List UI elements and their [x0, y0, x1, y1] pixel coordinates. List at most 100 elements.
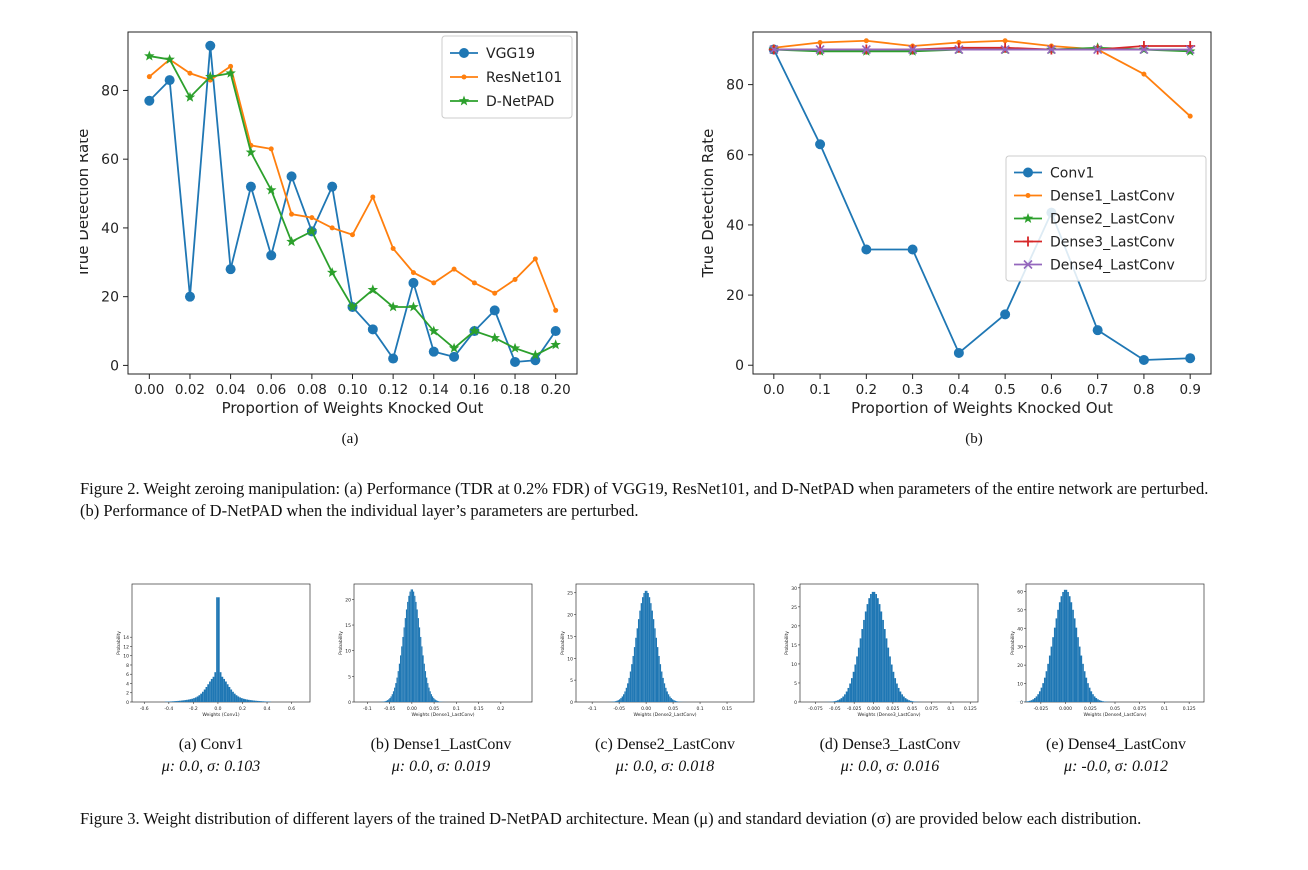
x-axis-label: Weights (Dense1_LastConv): [411, 712, 474, 718]
hist-bar: [210, 678, 213, 702]
figure3b-stats: μ: 0.0, σ: 0.019: [391, 758, 491, 775]
hist-bar: [427, 683, 429, 702]
hist-bar: [1103, 701, 1106, 702]
data-point-VGG19: [510, 356, 521, 367]
hist-bar: [911, 701, 914, 702]
hist-bar: [431, 696, 434, 702]
hist-bar: [637, 619, 640, 702]
data-point-ResNet101: [289, 211, 295, 217]
x-tick-label: 0.00: [641, 706, 651, 712]
hist-bar: [1088, 687, 1091, 702]
y-tick-label: 20: [791, 624, 797, 630]
hist-bar: [237, 696, 240, 702]
hist-bar: [249, 700, 252, 702]
hist-bar: [191, 698, 194, 702]
y-tick-label: 5: [794, 681, 797, 687]
hist-bar: [415, 601, 417, 702]
hist-bar: [411, 589, 414, 702]
y-tick-label: 40: [726, 218, 744, 234]
hist-bar: [1058, 602, 1061, 702]
x-tick-label: 0.000: [1059, 706, 1072, 712]
hist-bar: [1062, 591, 1064, 702]
x-tick-label: -0.1: [363, 706, 372, 712]
y-tick-label: 20: [726, 288, 744, 304]
hist-bar: [395, 683, 397, 702]
hist-bar: [226, 684, 229, 702]
hist-bar: [219, 672, 222, 702]
hist-bar: [1065, 589, 1068, 702]
y-tick-label: 25: [791, 605, 797, 611]
y-tick-label: 50: [1017, 608, 1023, 614]
hist-bar: [404, 618, 406, 702]
legend-marker: [1025, 193, 1031, 198]
x-tick-label: -0.025: [1034, 706, 1049, 712]
x-tick-label: 0.4: [948, 382, 969, 398]
y-axis-label: Probability: [784, 631, 790, 655]
hist-bar: [840, 698, 843, 702]
hist-bar: [887, 647, 890, 702]
x-tick-label: 0.1: [696, 706, 703, 712]
y-tick-label: 0: [735, 358, 744, 374]
hist-bar: [673, 700, 675, 702]
hist-bar: [436, 700, 438, 702]
data-point-Dense4_LastConv: [861, 44, 871, 55]
hist-bar: [413, 591, 415, 702]
data-point-ResNet101: [350, 232, 355, 238]
data-point-D-NetPAD: [408, 301, 419, 312]
x-tick-label: 0.00: [407, 706, 417, 712]
hist-bar: [902, 696, 905, 702]
figure2b-line-chart: 0 20 40 60 80 0.0 0.1 0.2 0.3 0.4 0.5 0.6 0.7 0.8 0.9 P…: [700, 31, 1212, 417]
y-tick-label: 60: [726, 148, 744, 164]
hist-bar: [1035, 696, 1038, 702]
hist-bar: [428, 687, 430, 702]
figure3-caption: Figure 3. Weight distribution of differe…: [80, 808, 1230, 830]
hist-bar: [1073, 618, 1076, 702]
x-tick-label: -0.05: [829, 706, 841, 712]
hist-bar: [233, 693, 236, 702]
hist-bar: [423, 663, 425, 702]
hist-bar: [1078, 646, 1081, 702]
x-tick-label: 0.3: [902, 382, 923, 398]
y-axis-label: True Detection Rate: [700, 129, 717, 279]
x-tick-label: 0.125: [964, 706, 977, 712]
figure3a-caption: (a) Conv1 μ: 0.0, σ: 0.103: [111, 734, 311, 778]
figure3c-label: (c) Dense2_LastConv: [595, 736, 735, 753]
hist-bar: [421, 646, 423, 702]
hist-bar: [1100, 700, 1103, 702]
y-tick-label: 60: [1017, 589, 1023, 595]
y-tick-label: 0: [348, 700, 351, 706]
x-axis-label: Weights (Conv1): [202, 712, 239, 718]
y-tick-label: 5: [570, 678, 573, 684]
data-point-D-NetPAD: [550, 339, 561, 350]
hist-bar: [628, 677, 630, 702]
hist-bar: [410, 589, 412, 702]
hist-bar: [417, 618, 419, 702]
hist-bar: [205, 686, 208, 702]
hist-bar: [171, 701, 174, 702]
hist-bar: [908, 700, 910, 702]
x-tick-label: 0.0: [214, 706, 221, 712]
hist-bar: [857, 647, 860, 702]
hist-bar: [1098, 700, 1101, 702]
data-point-ResNet101: [553, 307, 559, 313]
legend-label-Dense2_LastConv: Dense2_LastConv: [1050, 212, 1175, 228]
data-point-ResNet101: [492, 290, 498, 296]
legend-marker: [461, 74, 467, 80]
data-point-Dense4_LastConv: [1000, 44, 1010, 55]
figure3d-label: (d) Dense3_LastConv: [819, 736, 961, 753]
data-point-Dense3_LastConv: [953, 42, 964, 53]
figure3d-histogram: 0 5 10 15 20 25 30 -0.075 -0.05 -0.025 0.000 0.025 0…: [784, 583, 979, 718]
hist-bar: [422, 655, 424, 702]
hist-bar: [398, 663, 401, 702]
hist-bar: [646, 590, 648, 702]
hist-bar: [1043, 677, 1046, 702]
hist-bar: [904, 698, 907, 702]
hist-bar: [618, 699, 621, 702]
hist-bar: [677, 701, 679, 702]
hist-bar: [430, 694, 432, 702]
hist-bar: [847, 687, 850, 702]
hist-bar: [639, 610, 641, 702]
hist-bar: [426, 677, 428, 702]
data-point-Dense4_LastConv: [1185, 44, 1195, 55]
hist-bar: [835, 700, 838, 702]
